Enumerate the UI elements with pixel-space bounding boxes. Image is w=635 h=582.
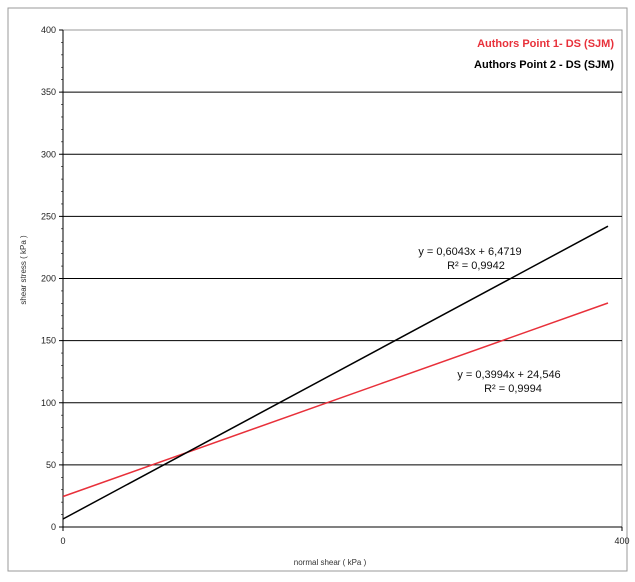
x-tick-label-400: 400 xyxy=(614,536,629,546)
y-tick-label-50: 50 xyxy=(46,460,56,470)
y-tick-label-100: 100 xyxy=(41,398,56,408)
y-tick-label-250: 250 xyxy=(41,211,56,221)
x-tick-labels: 0 400 xyxy=(60,527,630,546)
r2-label-series-1: R² = 0,9994 xyxy=(484,383,542,395)
y-tick-label-300: 300 xyxy=(41,149,56,159)
x-axis-title: normal shear ( kPa ) xyxy=(294,558,367,567)
y-tick-label-150: 150 xyxy=(41,336,56,346)
x-tick-label-0: 0 xyxy=(60,536,65,546)
series-lines xyxy=(62,225,609,520)
legend-entry-series-2: Authors Point 2 - DS (SJM) xyxy=(474,59,614,71)
equation-label-series-1: y = 0,3994x + 24,546 xyxy=(457,369,560,381)
legend: Authors Point 1- DS (SJM) Authors Point … xyxy=(474,38,614,71)
y-tick-label-200: 200 xyxy=(41,274,56,284)
y-tick-labels: 0 50 100 150 200 250 300 350 400 xyxy=(41,25,63,532)
y-axis-title: shear stress ( kPa ) xyxy=(19,235,28,305)
legend-entry-series-1: Authors Point 1- DS (SJM) xyxy=(477,38,614,50)
trendline-annotation-series-2: y = 0,6043x + 6,4719 R² = 0,9942 xyxy=(418,246,521,272)
gridlines xyxy=(63,91,622,466)
series-line-2 xyxy=(62,225,609,520)
equation-label-series-2: y = 0,6043x + 6,4719 xyxy=(418,246,521,258)
y-tick-label-0: 0 xyxy=(51,522,56,532)
y-tick-label-400: 400 xyxy=(41,25,56,35)
r2-label-series-2: R² = 0,9942 xyxy=(447,260,505,272)
series-line-1 xyxy=(62,302,609,498)
trendline-annotation-series-1: y = 0,3994x + 24,546 R² = 0,9994 xyxy=(457,369,560,395)
y-tick-label-350: 350 xyxy=(41,87,56,97)
